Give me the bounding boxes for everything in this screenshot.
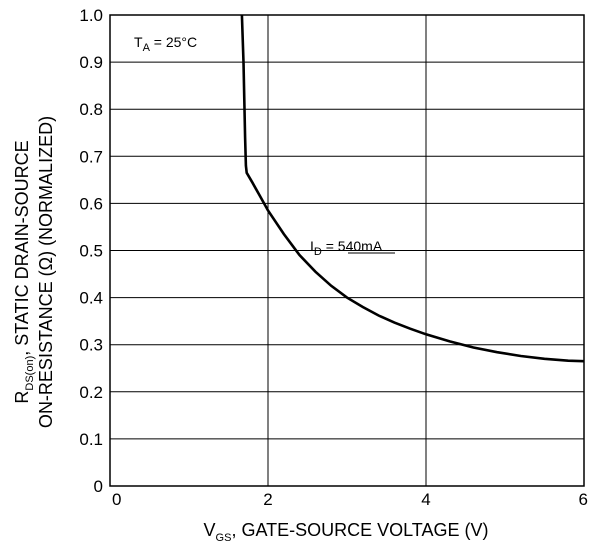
grid <box>110 15 584 486</box>
x-tick-label: 0 <box>112 490 121 509</box>
x-title-rest: , GATE-SOURCE VOLTAGE (V) <box>231 520 488 540</box>
y-tick-label: 0.1 <box>79 430 103 449</box>
y-tick-label: 0.8 <box>79 100 103 119</box>
ta-rest: = 25°C <box>150 34 197 50</box>
plot-frame <box>109 14 585 487</box>
y-axis-title: RDS(on), STATIC DRAIN-SOURCE ON-RESISTAN… <box>12 116 56 428</box>
x-tick-label: 4 <box>421 490 430 509</box>
tick-labels: 0 0.1 0.2 0.3 0.4 0.5 0.6 0.7 0.8 0.9 1.0 0 2 4 6 <box>79 6 588 509</box>
id-sub: D <box>314 246 322 258</box>
y-tick-label: 0.3 <box>79 336 103 355</box>
series-line <box>240 14 585 363</box>
y-title-main: R <box>12 391 32 404</box>
id-rest: = 540mA <box>322 238 383 254</box>
y-tick-label: 0.4 <box>79 289 103 308</box>
x-title-main: V <box>204 520 216 540</box>
y-tick-label: 0 <box>94 477 103 496</box>
x-title-sub: GS <box>216 532 232 543</box>
ta-sub: A <box>143 42 151 54</box>
ta-main: T <box>134 34 143 50</box>
x-axis-title: VGS, GATE-SOURCE VOLTAGE (V) <box>204 520 489 543</box>
y-tick-label: 0.5 <box>79 242 103 261</box>
drain-current-annotation: ID = 540mA <box>310 238 383 258</box>
y-tick-label: 0.2 <box>79 383 103 402</box>
x-tick-label: 2 <box>263 490 272 509</box>
ambient-temperature-annotation: TA = 25°C <box>134 34 197 54</box>
y-tick-label: 1.0 <box>79 6 103 25</box>
y-tick-label: 0.6 <box>79 194 103 213</box>
y-tick-label: 0.9 <box>79 53 103 72</box>
id-main: I <box>310 238 314 254</box>
y-title-line1: RDS(on), STATIC DRAIN-SOURCE <box>12 140 36 403</box>
x-tick-label: 6 <box>579 490 588 509</box>
y-tick-label: 0.7 <box>79 147 103 166</box>
y-title-rest: , STATIC DRAIN-SOURCE <box>12 140 32 355</box>
y-title-line2: ON-RESISTANCE (Ω) (NORMALIZED) <box>36 116 56 428</box>
y-title-sub: DS(on) <box>24 356 36 391</box>
